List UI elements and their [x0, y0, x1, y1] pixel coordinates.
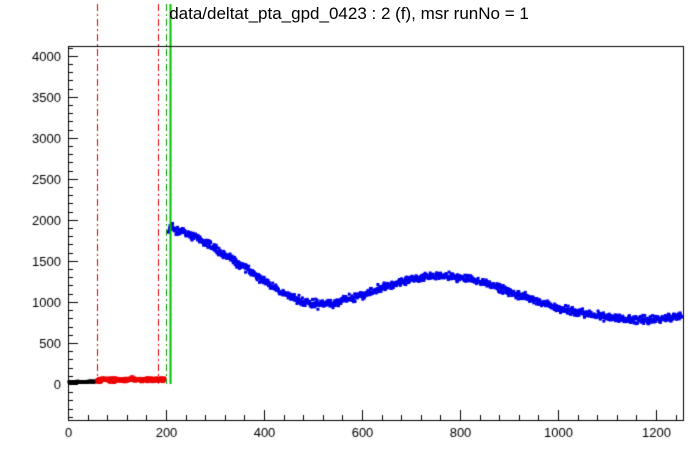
plot-canvas: [0, 0, 698, 474]
root-plot-window: data/deltat_pta_gpd_0423 : 2 (f), msr ru…: [0, 0, 698, 474]
